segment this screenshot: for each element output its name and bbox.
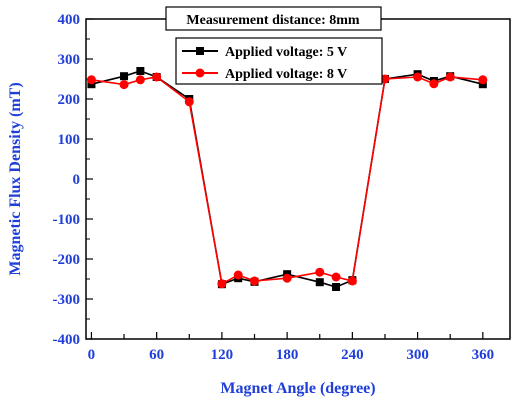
- plot-layer: 0 60 120 180 240 300 360 400 300 200 100 0 -100 -200 -…: [53, 12, 495, 363]
- series-line-1: [91, 76, 483, 286]
- series-1-point-10: [331, 272, 341, 282]
- series-1-point-6: [233, 270, 243, 280]
- y-tick-label--100: -100: [53, 212, 81, 228]
- legend-label-5v: Applied voltage: 5 V: [225, 45, 347, 60]
- x-tick-label-300: 300: [406, 347, 429, 363]
- y-tick-label-0: 0: [73, 172, 81, 188]
- series-1-point-15: [445, 72, 455, 82]
- x-axis-title: Magnet Angle (degree): [220, 380, 375, 397]
- series-1-point-2: [135, 75, 145, 85]
- x-tick-label-0: 0: [88, 347, 96, 363]
- series-1-point-4: [184, 97, 194, 107]
- series-1-point-11: [347, 276, 357, 286]
- series-1-point-7: [250, 276, 260, 286]
- series-1-point-0: [86, 75, 96, 85]
- series-line-0: [91, 70, 484, 288]
- y-tick-label--200: -200: [53, 252, 81, 268]
- y-tick-label-100: 100: [58, 132, 81, 148]
- legend: Applied voltage: 5 V Applied voltage: 8 …: [175, 37, 383, 85]
- series-1-point-12: [380, 74, 390, 84]
- x-tick-label-180: 180: [276, 347, 299, 363]
- series-1-point-5: [217, 279, 227, 289]
- series-0-point-1: [120, 72, 129, 81]
- x-tick-label-360: 360: [472, 347, 495, 363]
- legend-marker-8v: [195, 68, 205, 78]
- series-1-point-8: [282, 273, 292, 283]
- legend-label-8v: Applied voltage: 8 V: [225, 67, 347, 82]
- annotation-box: Measurement distance: 8mm: [165, 6, 382, 31]
- x-tick-label-120: 120: [211, 347, 234, 363]
- y-tick-label-400: 400: [58, 12, 81, 28]
- series-0-point-10: [332, 283, 341, 291]
- series-1-point-1: [119, 80, 129, 90]
- series-1-point-16: [478, 75, 488, 85]
- series-0-point-9: [315, 278, 324, 287]
- series-1-point-3: [152, 72, 162, 82]
- y-axis-title: Magnetic Flux Density (mT): [7, 82, 24, 275]
- series-1-point-14: [429, 79, 439, 89]
- legend-marker-5v: [196, 47, 204, 55]
- x-tick-label-60: 60: [149, 347, 164, 363]
- y-tick-label--400: -400: [53, 332, 81, 348]
- annotation-text: Measurement distance: 8mm: [186, 13, 359, 28]
- x-tick-label-240: 240: [341, 347, 364, 363]
- y-tick-label--300: -300: [53, 292, 81, 308]
- y-tick-label-200: 200: [58, 92, 81, 108]
- y-tick-label-300: 300: [58, 52, 81, 68]
- series-1-point-9: [315, 267, 325, 277]
- series-1-point-13: [413, 72, 423, 82]
- series-0-point-2: [136, 67, 145, 75]
